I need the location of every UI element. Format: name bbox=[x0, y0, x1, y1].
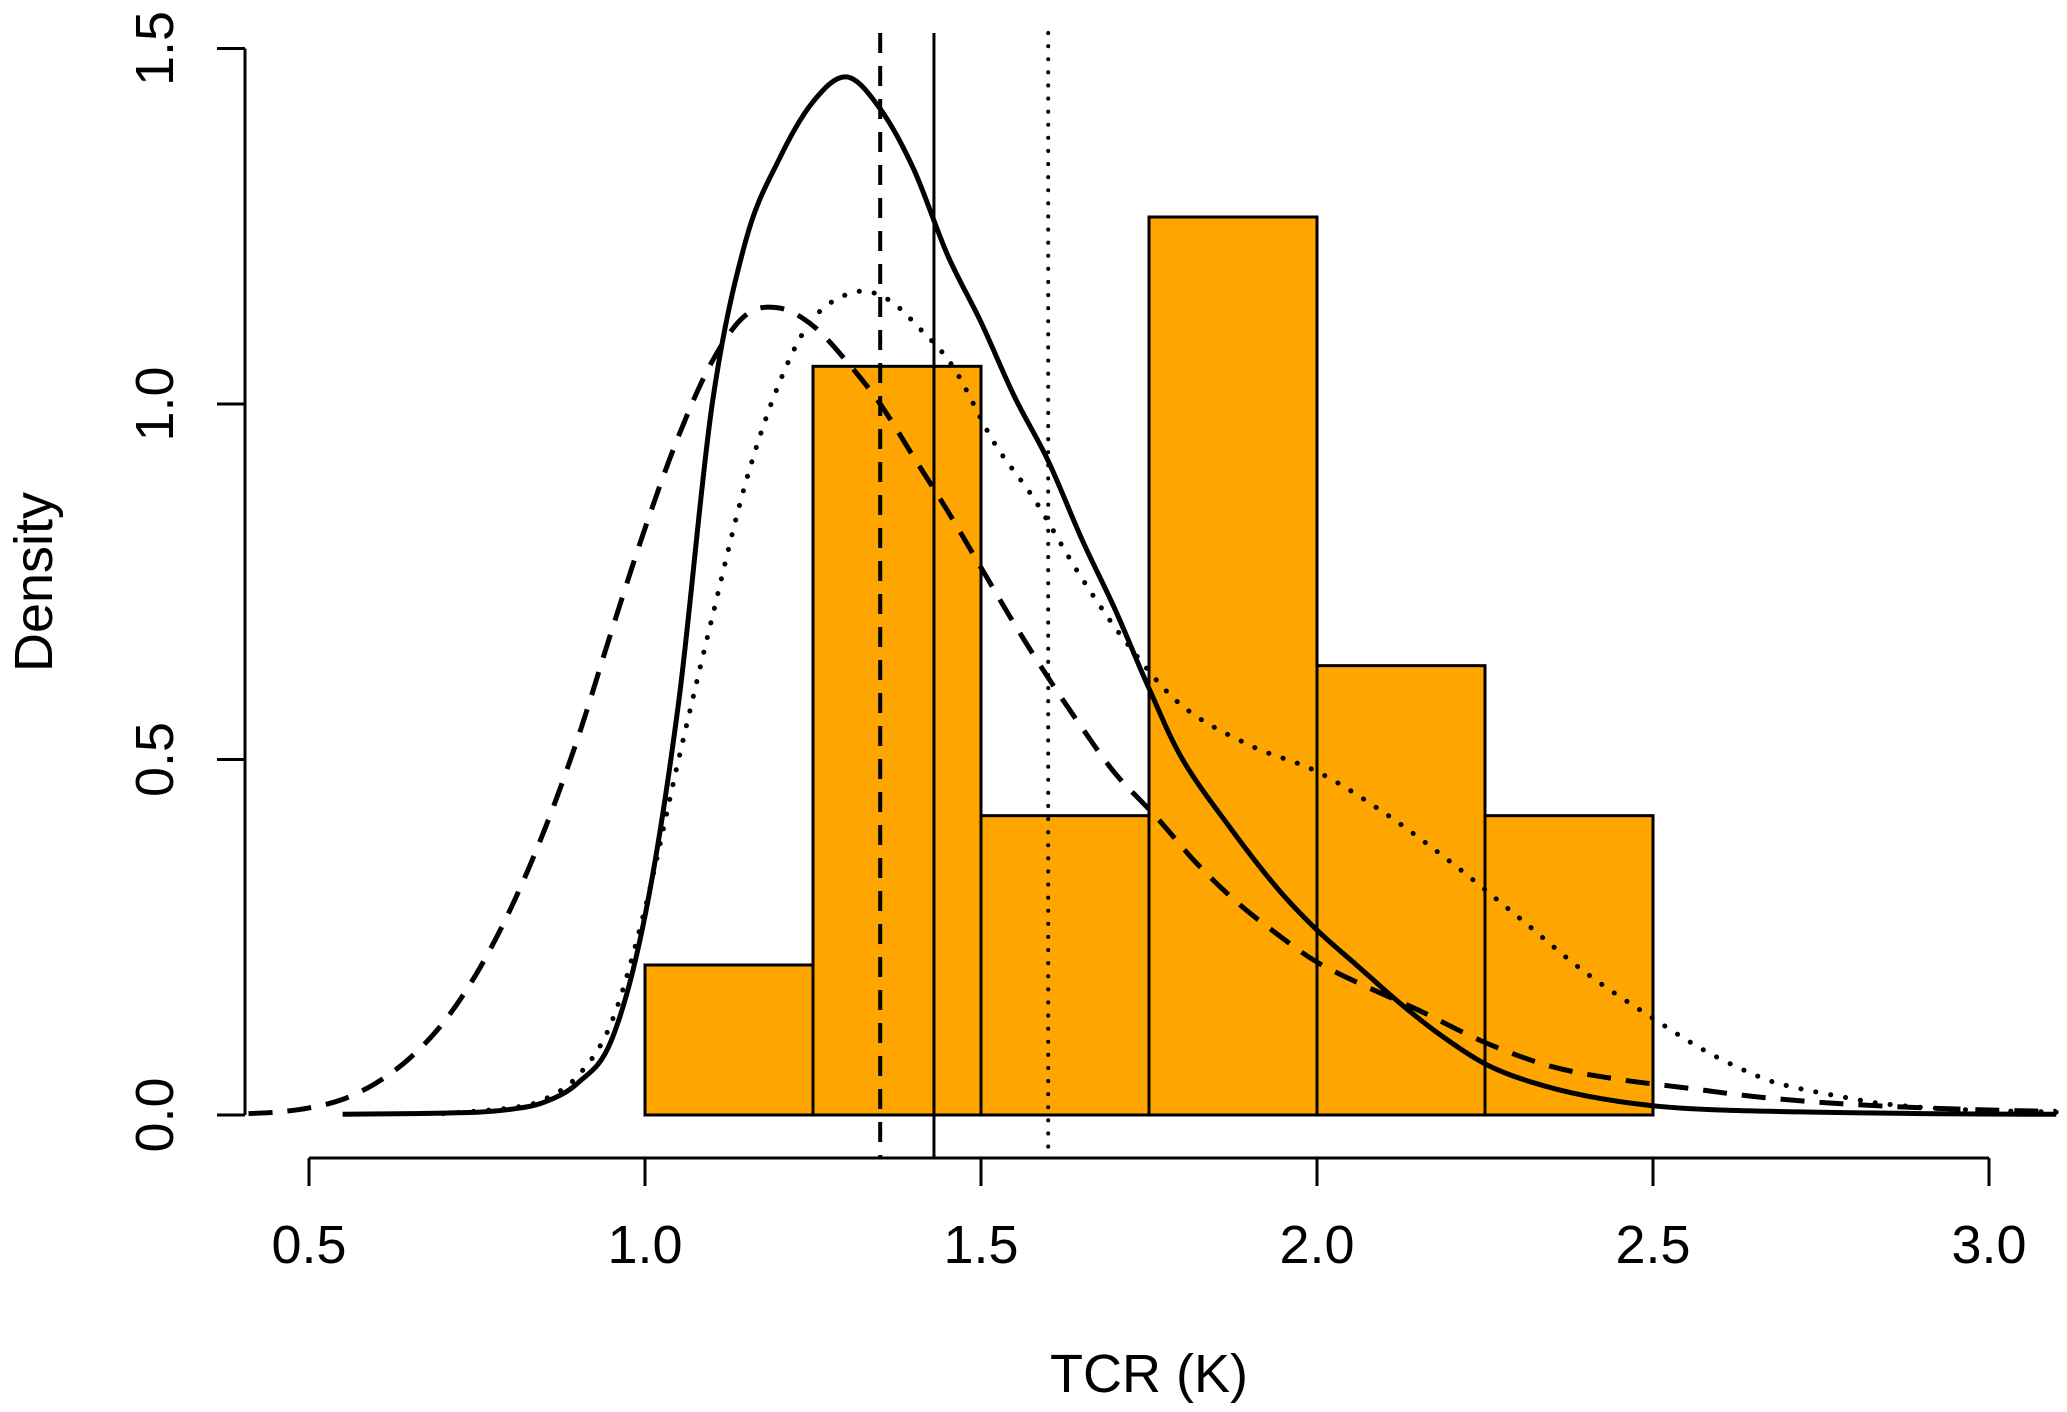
density-curves bbox=[248, 74, 2059, 1117]
x-tick-label: 0.5 bbox=[271, 1215, 346, 1275]
y-axis-title: Density bbox=[4, 492, 64, 672]
y-tick-label: 0.0 bbox=[125, 1077, 185, 1152]
histogram-bar bbox=[1315, 664, 1487, 1117]
histogram-bar bbox=[643, 963, 815, 1117]
y-tick-label: 0.5 bbox=[125, 722, 185, 797]
solid-density-curve bbox=[342, 74, 2057, 1117]
y-tick-label: 1.0 bbox=[125, 366, 185, 441]
y-axis: 0.0 0.5 1.0 1.5 bbox=[125, 11, 247, 1153]
y-tick-label: 1.5 bbox=[125, 11, 185, 86]
histogram-bar bbox=[1147, 215, 1319, 1117]
dashed-density-curve bbox=[248, 304, 2057, 1117]
x-tick-label: 2.0 bbox=[1279, 1215, 1354, 1275]
estimate-vlines bbox=[878, 31, 1051, 1160]
histogram-bars bbox=[643, 215, 1655, 1117]
x-tick-label: 1.0 bbox=[607, 1215, 682, 1275]
x-axis-title: TCR (K) bbox=[1050, 1344, 1248, 1404]
x-tick-label: 2.5 bbox=[1615, 1215, 1690, 1275]
histogram-bar bbox=[979, 814, 1151, 1117]
x-tick-label: 1.5 bbox=[943, 1215, 1018, 1275]
histogram-bar bbox=[1483, 814, 1655, 1117]
histogram-bar bbox=[811, 364, 983, 1117]
x-tick-label: 3.0 bbox=[1951, 1215, 2026, 1275]
x-axis: 0.5 1.0 1.5 2.0 2.5 3.0 bbox=[271, 1156, 2027, 1275]
